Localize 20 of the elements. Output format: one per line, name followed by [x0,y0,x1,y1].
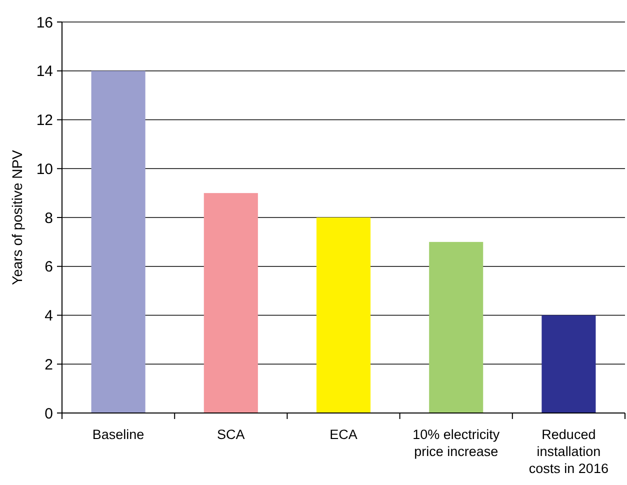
bar [204,193,258,413]
bar [316,218,371,413]
y-tick-label: 2 [44,356,53,374]
y-tick-label: 4 [44,308,53,324]
y-tick-label: 6 [44,258,53,276]
y-axis-title: Years of positive NPV [9,149,25,285]
x-tick-label: SCA [217,427,245,442]
bar [542,315,596,413]
y-tick-label: 14 [36,63,53,80]
x-tick-label: 10% electricity price increase [412,427,500,459]
y-tick-label: 0 [44,405,53,422]
x-tick-label: Reduced installation costs in 2016 [528,427,608,476]
y-tick-label: 8 [44,210,53,227]
bar [429,242,484,413]
x-tick-label: Baseline [92,427,144,442]
y-tick-label: 12 [36,112,53,129]
y-tick-label: 10 [36,160,53,178]
bar [91,70,146,413]
x-tick-label: ECA [330,427,358,442]
y-tick-label: 16 [36,14,53,32]
